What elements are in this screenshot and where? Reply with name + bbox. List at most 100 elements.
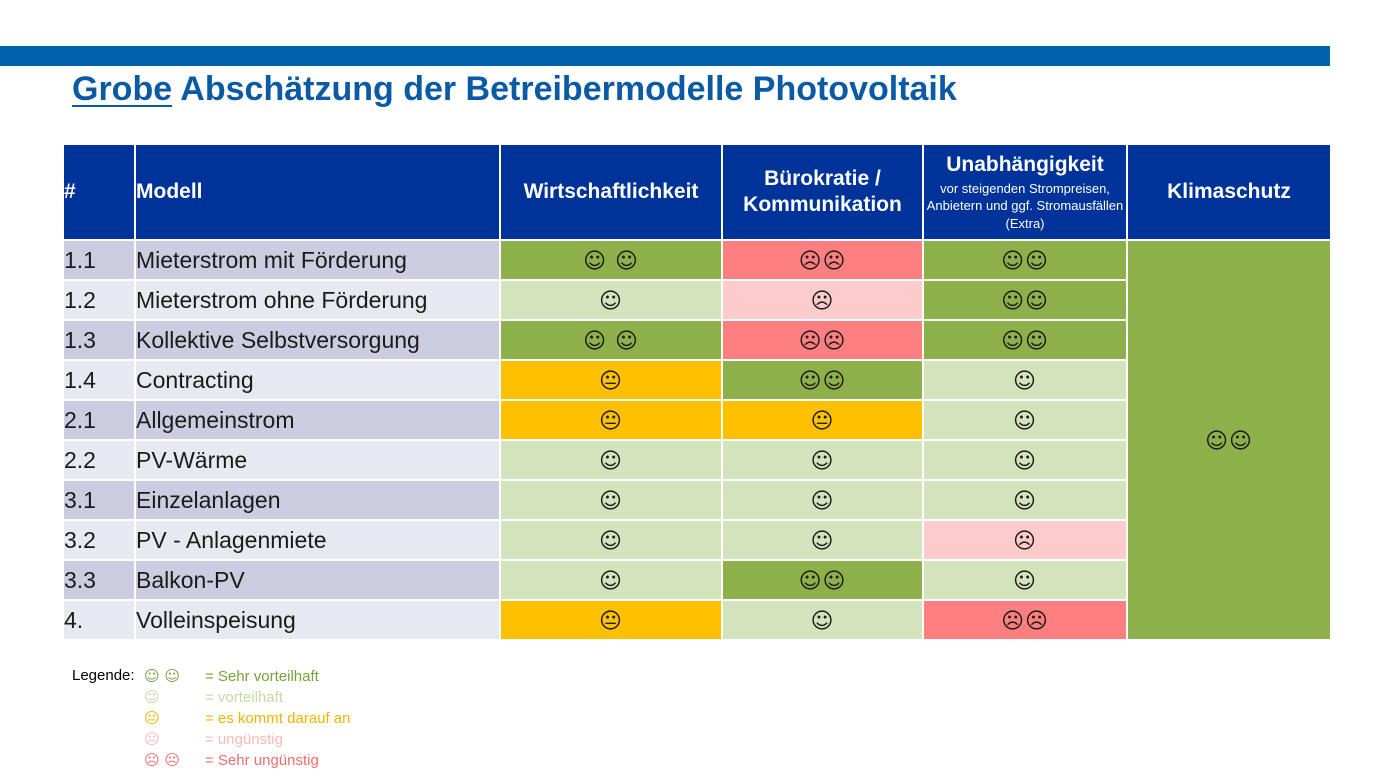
frown-rating-icon: ☹☹	[798, 328, 847, 354]
neutral-face-rating-icon: 😐	[599, 608, 623, 634]
row-model-name: PV-Wärme	[134, 439, 501, 481]
rating-wirtschaftlichkeit: 😐	[499, 399, 723, 441]
smiley-rating-icon: ☺	[1013, 448, 1037, 474]
row-number: 1.1	[62, 239, 136, 281]
header-klimaschutz: Klimaschutz	[1126, 143, 1332, 241]
legend: Legende: ☺ ☺ = Sehr vorteilhaft ☺ = vort…	[72, 667, 432, 773]
row-number: 2.1	[62, 399, 136, 441]
smiley-rating-icon: ☺	[599, 528, 623, 554]
table-header-row: # Modell Wirtschaftlichkeit Bürokratie /…	[62, 143, 1332, 241]
top-accent-bar	[0, 46, 1330, 66]
rating-wirtschaftlichkeit: ☺	[499, 479, 723, 521]
rating-buerokratie: ☺☺	[721, 559, 924, 601]
smiley-rating-icon: ☺	[810, 608, 835, 634]
smiley-rating-icon: ☺	[1013, 408, 1037, 434]
double-smiley-icon: ☺ ☺	[144, 667, 181, 685]
rating-wirtschaftlichkeit: 😐	[499, 599, 723, 641]
smiley-rating-icon: ☺	[599, 568, 623, 594]
neutral-face-rating-icon: 😐	[810, 408, 835, 434]
table-row: 3.3 Balkon-PV ☺ ☺☺ ☺	[62, 559, 1331, 601]
table-row: 2.1 Allgemeinstrom 😐 😐 ☺	[62, 399, 1331, 441]
rating-wirtschaftlichkeit: ☺	[499, 439, 723, 481]
rating-unabhaengigkeit: ☺	[922, 359, 1128, 401]
rating-unabhaengigkeit: ☺☺	[922, 319, 1128, 361]
smiley-rating-icon: ☺☺	[1205, 428, 1253, 454]
rating-unabhaengigkeit: ☹	[922, 519, 1128, 561]
double-frown-icon: ☹ ☹	[144, 751, 181, 769]
row-number: 4.	[62, 599, 136, 641]
row-model-name: Mieterstrom ohne Förderung	[134, 279, 501, 321]
rating-unabhaengigkeit: ☺	[922, 559, 1128, 601]
frown-rating-icon: ☹	[810, 288, 835, 314]
rating-buerokratie: ☺	[721, 519, 924, 561]
frown-rating-icon: ☹	[1013, 528, 1037, 554]
rating-unabhaengigkeit: ☺	[922, 439, 1128, 481]
legend-item-es-kommt-darauf-an: 😐 = es kommt darauf an	[72, 709, 432, 730]
row-number: 3.2	[62, 519, 136, 561]
operator-model-table: # Modell Wirtschaftlichkeit Bürokratie /…	[62, 143, 1332, 641]
legend-item-vorteilhaft: ☺ = vorteilhaft	[72, 688, 432, 709]
rating-klimaschutz-merged: ☺☺	[1126, 239, 1332, 641]
rating-wirtschaftlichkeit: ☺ ☺	[499, 319, 723, 361]
rating-buerokratie: ☺☺	[721, 359, 924, 401]
row-model-name: Balkon-PV	[134, 559, 501, 601]
smiley-rating-icon: ☺☺	[798, 568, 847, 594]
row-number: 1.2	[62, 279, 136, 321]
row-number: 3.1	[62, 479, 136, 521]
rating-wirtschaftlichkeit: ☺	[499, 279, 723, 321]
row-number: 2.2	[62, 439, 136, 481]
smiley-rating-icon: ☺	[810, 528, 835, 554]
row-number: 1.3	[62, 319, 136, 361]
header-wirtschaftlichkeit: Wirtschaftlichkeit	[499, 143, 723, 241]
rating-unabhaengigkeit: ☺☺	[922, 279, 1128, 321]
legend-item-sehr-unguenstig: ☹ ☹ = Sehr ungünstig	[72, 751, 432, 772]
legend-item-unguenstig: ☹ = ungünstig	[72, 730, 432, 751]
frown-rating-icon: ☹☹	[798, 248, 847, 274]
neutral-face-icon: 😐	[144, 709, 160, 727]
table-row: 1.1 Mieterstrom mit Förderung ☺ ☺ ☹☹ ☺☺ …	[62, 239, 1332, 641]
page-title: Grobe Abschätzung der Betreibermodelle P…	[72, 70, 957, 109]
row-model-name: PV - Anlagenmiete	[134, 519, 501, 561]
rating-unabhaengigkeit: ☺	[922, 479, 1128, 521]
neutral-face-rating-icon: 😐	[599, 368, 623, 394]
row-model-name: Volleinspeisung	[134, 599, 501, 641]
smiley-rating-icon: ☺	[1013, 368, 1037, 394]
smiley-rating-icon: ☺	[599, 488, 623, 514]
smiley-rating-icon: ☺	[1013, 568, 1037, 594]
rating-unabhaengigkeit: ☺	[922, 399, 1128, 441]
header-num: #	[62, 143, 136, 241]
frown-icon: ☹	[144, 730, 160, 748]
smiley-rating-icon: ☺☺	[798, 368, 847, 394]
rating-wirtschaftlichkeit: ☺	[499, 519, 723, 561]
table-row: 1.4 Contracting 😐 ☺☺ ☺	[62, 359, 1331, 401]
row-number: 1.4	[62, 359, 136, 401]
header-unabhaengigkeit: Unabhängigkeit vor steigenden Strompreis…	[922, 143, 1128, 241]
header-unabhaengigkeit-subtitle: vor steigenden Strompreisen, Anbietern u…	[926, 180, 1124, 231]
header-unabhaengigkeit-title: Unabhängigkeit	[946, 152, 1104, 176]
header-model: Modell	[134, 143, 501, 241]
row-model-name: Mieterstrom mit Förderung	[134, 239, 501, 281]
legend-text: = es kommt darauf an	[205, 710, 351, 727]
legend-text: = ungünstig	[205, 731, 283, 748]
header-buerokratie: Bürokratie / Kommunikation	[721, 143, 924, 241]
rating-buerokratie: ☺	[721, 599, 924, 641]
frown-rating-icon: ☹☹	[1001, 608, 1049, 634]
smiley-rating-icon: ☺	[599, 448, 623, 474]
row-model-name: Einzelanlagen	[134, 479, 501, 521]
rating-wirtschaftlichkeit: 😐	[499, 359, 723, 401]
table-row: 3.2 PV - Anlagenmiete ☺ ☺ ☹	[62, 519, 1331, 561]
table-row: 2.2 PV-Wärme ☺ ☺ ☺	[62, 439, 1331, 481]
smiley-rating-icon: ☺	[599, 288, 623, 314]
rating-buerokratie: ☹☹	[721, 239, 924, 281]
title-underlined-word: Grobe	[72, 70, 173, 108]
smiley-rating-icon: ☺☺	[1001, 328, 1049, 354]
table-row: 1.2 Mieterstrom ohne Förderung ☺ ☹ ☺☺	[62, 279, 1331, 321]
smiley-rating-icon: ☺☺	[1001, 248, 1049, 274]
smiley-rating-icon: ☺ ☺	[583, 248, 639, 274]
rating-buerokratie: 😐	[721, 399, 924, 441]
neutral-face-rating-icon: 😐	[599, 408, 623, 434]
rating-buerokratie: ☺	[721, 479, 924, 521]
rating-wirtschaftlichkeit: ☺	[499, 559, 723, 601]
rating-buerokratie: ☺	[721, 439, 924, 481]
row-model-name: Contracting	[134, 359, 501, 401]
